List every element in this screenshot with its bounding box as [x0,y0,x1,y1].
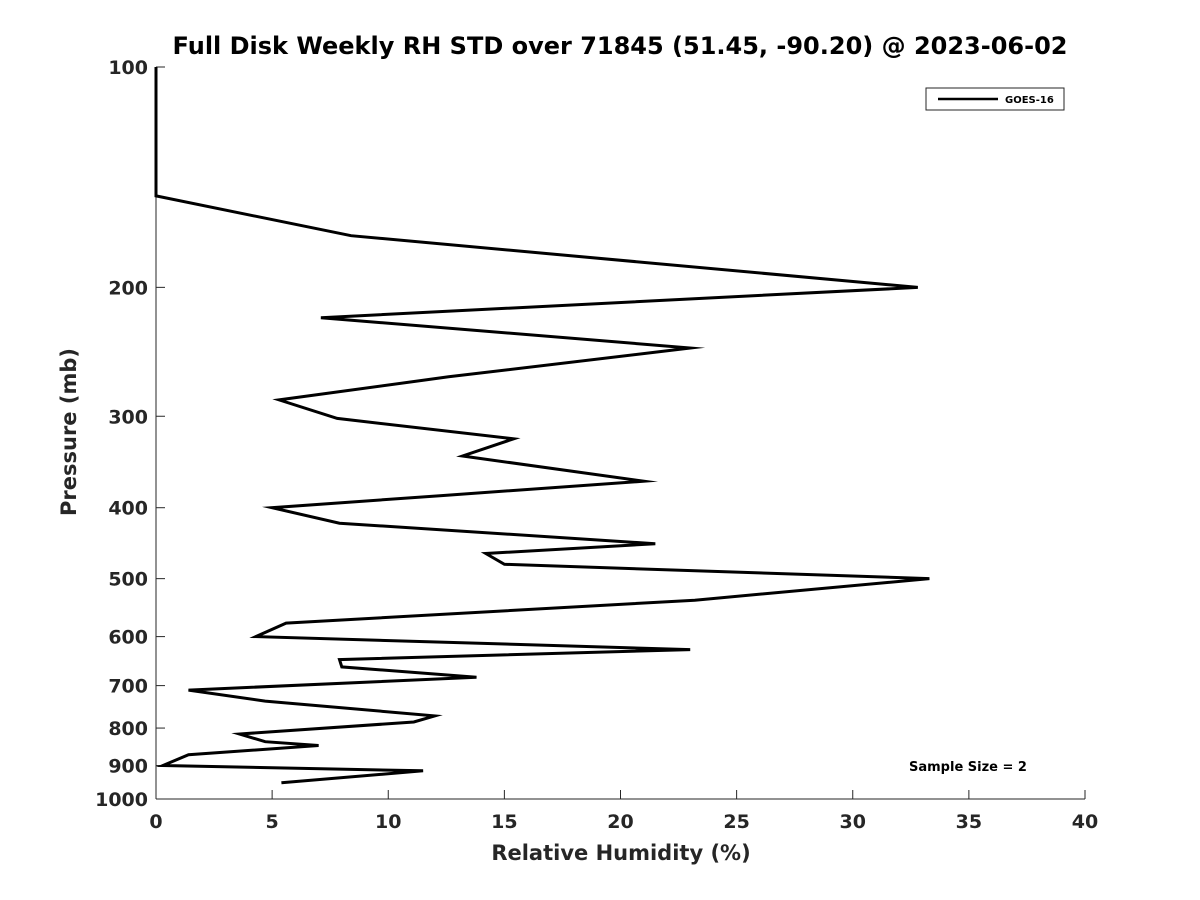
legend-entry-goes-16: GOES-16 [1005,95,1054,106]
x-tick-label: 35 [956,811,982,833]
y-tick-label: 900 [108,756,148,778]
y-tick-label: 100 [108,57,148,79]
x-tick-label: 10 [375,811,401,833]
x-axis-label: Relative Humidity (%) [491,841,750,865]
series-line-goes-16 [154,67,930,785]
plot-area: 0 5 10 15 20 25 30 35 40 100 200 300 400 500 600 700 800… [95,57,1098,833]
x-tick-label: 25 [723,811,749,833]
y-tick-label: 400 [108,498,148,520]
y-tick-label: 700 [108,676,148,698]
x-tick-label: 5 [266,811,279,833]
sample-size-annotation: Sample Size = 2 [909,760,1027,775]
y-tick-label: 600 [108,627,148,649]
y-axis-label: Pressure (mb) [57,348,81,516]
y-tick-label: 500 [108,569,148,591]
y-tick-label: 1000 [95,789,148,811]
x-tick-label: 40 [1072,811,1098,833]
y-tick-label: 300 [108,406,148,428]
legend: GOES-16 [925,87,1065,111]
x-tick-label: 30 [840,811,866,833]
chart-title: Full Disk Weekly RH STD over 71845 (51.4… [173,32,1068,60]
y-tick-label: 200 [108,277,148,299]
x-tick-label: 15 [491,811,517,833]
x-tick-label: 20 [607,811,633,833]
x-tick-label: 0 [149,811,162,833]
y-tick-label: 800 [108,718,148,740]
